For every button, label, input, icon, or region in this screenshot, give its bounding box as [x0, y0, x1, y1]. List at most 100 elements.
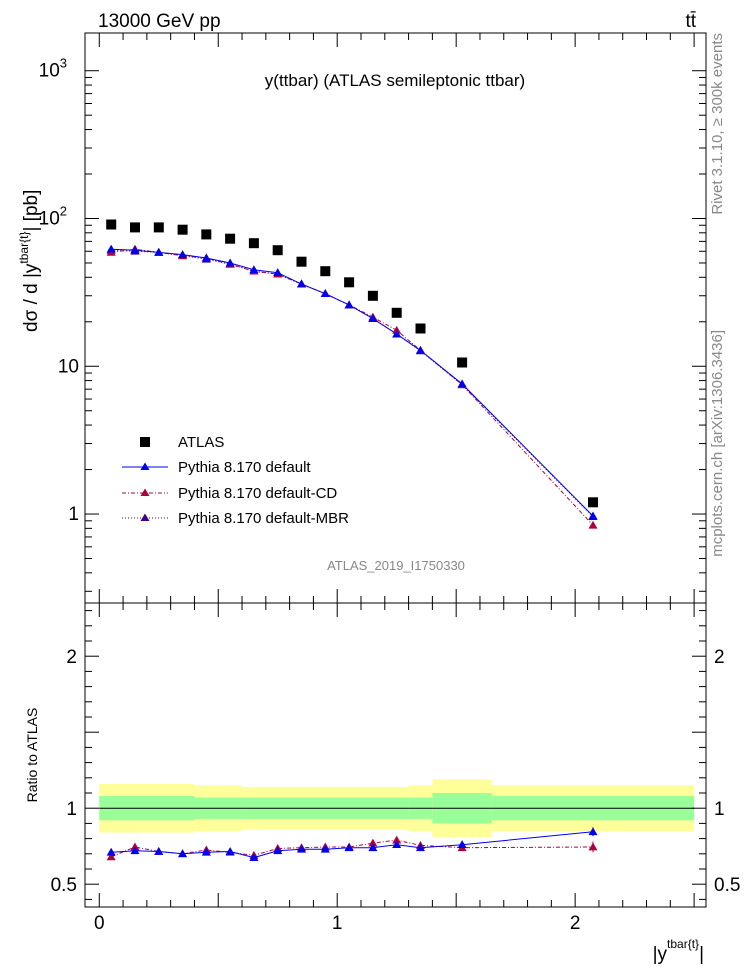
- ratio-point-solid: [588, 827, 598, 836]
- main-point-solid: [457, 379, 467, 388]
- main-point-solid: [344, 300, 354, 309]
- atlas-data-point: [248, 238, 259, 249]
- atlas-data-point: [391, 307, 402, 318]
- ratio-line-solid: [111, 831, 594, 859]
- main-point-solid: [320, 289, 330, 298]
- ratio-y-tick-label: 1: [66, 799, 77, 820]
- atlas-data-point: [415, 323, 426, 334]
- x-label-prefix: |y: [653, 944, 668, 965]
- x-label-sup1: tbar{t: [667, 937, 696, 951]
- main-y-tick-label: 103: [39, 56, 67, 82]
- legend-default-label: Pythia 8.170 default: [178, 459, 311, 476]
- legend-cd-label: Pythia 8.170 default-CD: [178, 485, 337, 502]
- main-point-solid: [297, 279, 307, 288]
- ratio-point-solid: [249, 853, 259, 861]
- atlas-data-point: [177, 224, 188, 235]
- ratio-y-tick-label: 2: [66, 647, 77, 668]
- main-point-solid: [201, 253, 211, 262]
- atlas-data-point: [106, 219, 117, 230]
- main-y-tick-label: 1: [68, 504, 79, 525]
- ratio-point-solid: [392, 840, 402, 849]
- atlas-data-point: [320, 266, 331, 277]
- main-point-solid: [415, 345, 425, 354]
- atlas-data-point: [296, 256, 307, 267]
- main-line-dashdot: [111, 248, 594, 526]
- main-point-solid: [249, 265, 259, 274]
- header-process-label: tt̄: [685, 11, 696, 32]
- ratio-x-tick-label: 2: [570, 913, 581, 934]
- legend-atlas-marker: [140, 437, 150, 447]
- main-point-solid: [368, 314, 378, 323]
- y-label-prefix: dσ / d |y: [21, 263, 42, 332]
- ratio-x-tick-label: 1: [332, 913, 343, 934]
- ratio-y-tick-label-right: 0.5: [714, 875, 740, 896]
- x-label-sup2: }: [695, 937, 699, 951]
- ratio-y-axis-label: Ratio to ATLAS: [24, 708, 40, 803]
- ratio-point-solid: [154, 847, 164, 855]
- ratio-point-solid: [415, 843, 425, 852]
- y-label-sup1: tbar{t: [17, 235, 31, 264]
- main-point-solid: [392, 329, 402, 338]
- ratio-line-dashdot: [111, 839, 594, 858]
- legend-mbr-label: Pythia 8.170 default-MBR: [178, 510, 349, 527]
- ratio-x-tick-label: 0: [94, 913, 105, 934]
- rivet-version-label: Rivet 3.1.10, ≥ 300k events: [709, 33, 726, 215]
- ratio-y-tick-label-right: 1: [714, 799, 725, 820]
- ratio-point-dashdot: [588, 842, 598, 851]
- ratio-point-dashdot: [106, 852, 116, 861]
- main-point-solid: [225, 258, 235, 267]
- x-axis-label: |ytbar{t}|: [653, 937, 704, 965]
- main-point-solid: [106, 244, 116, 253]
- legend-atlas-label: ATLAS: [178, 434, 224, 451]
- legend-mbr-marker: [140, 513, 150, 521]
- atlas-data-point: [588, 497, 598, 508]
- x-label-suffix: |: [699, 944, 704, 965]
- ratio-point-dashdot: [392, 835, 402, 844]
- ratio-point-solid: [225, 847, 235, 855]
- atlas-data-point: [457, 357, 468, 368]
- atlas-data-point: [367, 290, 378, 301]
- analysis-watermark: ATLAS_2019_I1750330: [327, 558, 465, 573]
- ratio-point-solid: [130, 846, 140, 855]
- main-panel: y(ttbar) (ATLAS semileptonic ttbar) ATLA…: [17, 32, 707, 604]
- ratio-point-solid: [320, 844, 330, 853]
- atlas-data-point: [344, 277, 355, 288]
- legend: ATLAS Pythia 8.170 default Pythia 8.170 …: [122, 434, 349, 527]
- mcplots-reference-label: mcplots.cern.ch [arXiv:1306.3436]: [709, 330, 726, 557]
- main-y-tick-label: 102: [39, 203, 67, 229]
- ratio-point-solid: [201, 847, 211, 856]
- legend-default-marker: [140, 462, 150, 470]
- main-series-group: [106, 219, 598, 529]
- atlas-data-point: [201, 229, 212, 240]
- main-point-solid: [178, 250, 188, 258]
- ratio-axes: 0.5 0.5 1 1 2 2 0 1 2: [51, 602, 740, 934]
- ratio-point-solid: [368, 843, 378, 852]
- main-y-tick-label: 10: [58, 356, 79, 377]
- legend-cd-marker: [140, 488, 150, 496]
- ratio-point-solid: [457, 840, 467, 849]
- ratio-point-solid: [297, 844, 307, 853]
- main-point-solid: [130, 245, 140, 254]
- ratio-y-tick-label-right: 2: [714, 647, 725, 668]
- atlas-data-point: [130, 222, 140, 233]
- y-label-suffix: | [pb]: [21, 190, 42, 232]
- ratio-point-dashdot: [368, 838, 378, 847]
- main-point-solid: [154, 247, 164, 256]
- main-point-dashdot: [588, 520, 598, 529]
- atlas-data-point: [153, 222, 164, 233]
- atlas-data-point: [272, 245, 283, 256]
- main-y-axis-label: dσ / d |ytbar{t}| [pb]: [17, 190, 42, 332]
- main-line-dotted: [111, 249, 594, 518]
- ratio-series-group: [106, 827, 598, 861]
- plot-title: y(ttbar) (ATLAS semileptonic ttbar): [265, 71, 525, 90]
- ratio-panel: 0.5 0.5 1 1 2 2 0 1 2 Ratio to ATLAS: [24, 602, 740, 934]
- ratio-frame: [84, 602, 707, 908]
- ratio-point-solid: [273, 846, 283, 855]
- atlas-data-point: [225, 233, 236, 244]
- header-energy-label: 13000 GeV pp: [98, 11, 221, 32]
- ratio-point-solid: [344, 843, 354, 852]
- ratio-y-tick-label: 0.5: [51, 875, 77, 896]
- main-point-solid: [273, 268, 283, 277]
- ratio-bands: [99, 779, 695, 838]
